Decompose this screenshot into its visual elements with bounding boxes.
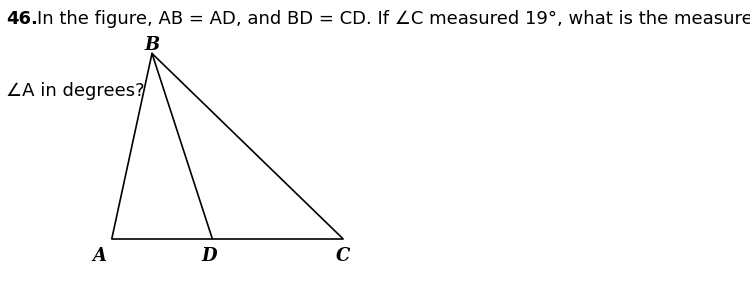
- Text: 46.: 46.: [7, 10, 38, 28]
- Text: B: B: [144, 36, 160, 54]
- Text: ∠A in degrees?: ∠A in degrees?: [7, 82, 145, 100]
- Text: A: A: [92, 247, 106, 265]
- Text: C: C: [335, 247, 350, 265]
- Text: D: D: [202, 247, 217, 265]
- Text: In the figure, AB = AD, and BD = CD. If ∠C measured 19°, what is the measurement: In the figure, AB = AD, and BD = CD. If …: [37, 10, 750, 28]
